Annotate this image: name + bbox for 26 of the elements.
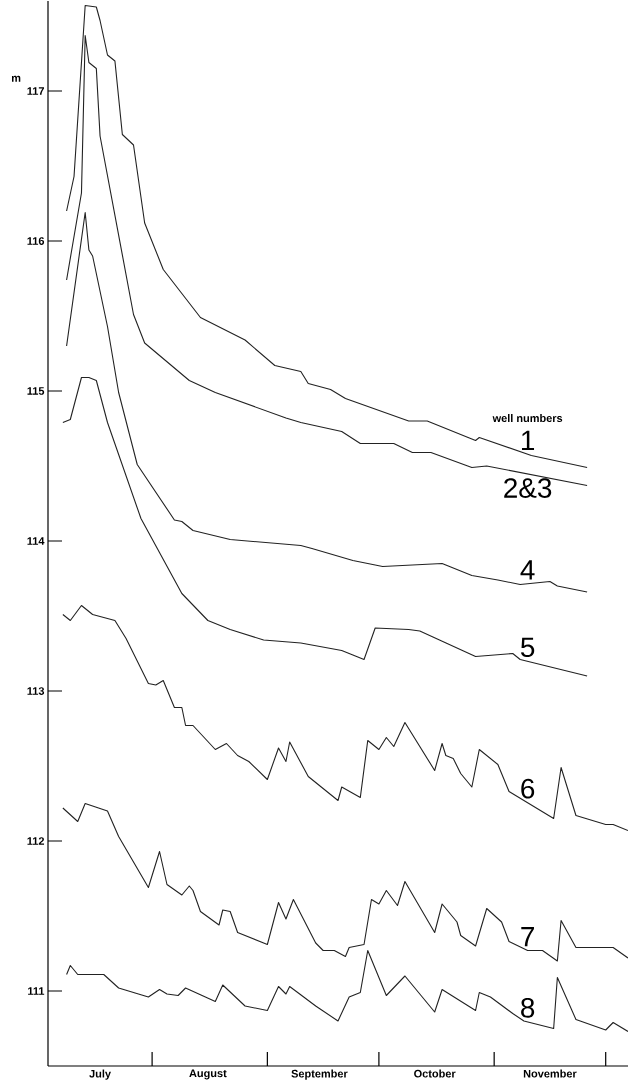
line-series [66, 949, 629, 1033]
series-label: 1 [521, 430, 535, 450]
series-label: 7 [521, 927, 534, 947]
x-tick-label: September [291, 1069, 348, 1080]
x-tick-label: November [523, 1069, 577, 1078]
series-label: 8 [521, 997, 535, 1018]
x-tick-label: October [414, 1069, 456, 1078]
line-series [66, 211, 588, 593]
y-axis-title: m [11, 75, 21, 82]
series-label: 5 [520, 637, 535, 658]
line-series [62, 802, 629, 962]
y-tick-label: 112 [27, 837, 45, 845]
y-tick-label: 113 [27, 687, 45, 695]
y-tick-label: 116 [27, 237, 45, 245]
legend-title: well numbers [492, 414, 563, 423]
series-label: 4 [520, 560, 535, 580]
series-label: 2&3 [504, 478, 552, 498]
y-tick-label: 115 [27, 387, 45, 395]
y-tick-label: 111 [28, 987, 45, 995]
y-tick-label: 114 [27, 537, 45, 545]
series-label: 6 [521, 778, 535, 799]
line-series [62, 604, 629, 832]
line-series [62, 376, 588, 677]
x-tick-label: July [89, 1069, 111, 1080]
x-tick-label: August [189, 1069, 227, 1080]
y-tick-label: 117 [27, 87, 44, 95]
